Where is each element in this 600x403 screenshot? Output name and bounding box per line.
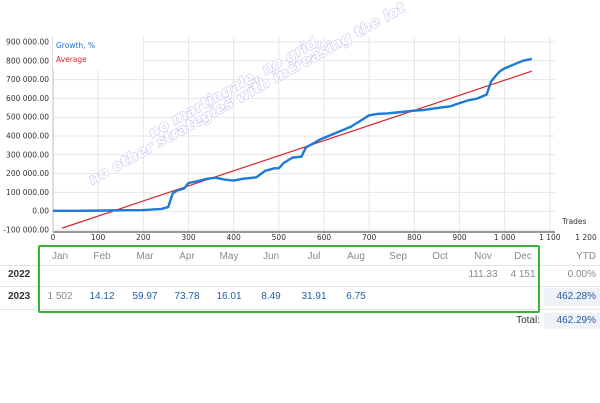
month-header-mar: Mar [136, 251, 154, 262]
month-value: 31.91 [301, 291, 327, 302]
month-value: 111.33 [468, 269, 498, 280]
month-value: 14.12 [89, 291, 115, 302]
y-tick-label: 900 000.00 [6, 38, 49, 47]
year-label: 2023 [8, 291, 31, 302]
y-tick-label: 400 000.00 [6, 132, 49, 141]
month-header-sep: Sep [389, 251, 407, 262]
month-header-jan: Jan [51, 251, 69, 262]
month-value: 16.01 [216, 291, 242, 302]
x-tick-label: 300 [181, 233, 196, 242]
x-tick-label: 600 [317, 233, 332, 242]
x-tick-label: 900 [452, 233, 467, 242]
month-value: 4 151 [510, 269, 536, 280]
x-tick-label: 800 [407, 233, 422, 242]
x-tick-label: 1 200 [575, 233, 597, 242]
legend-growth: Growth, % [56, 41, 95, 50]
month-header-may: May [219, 251, 239, 262]
x-tick-label: 1 100 [539, 233, 561, 242]
month-header-aug: Aug [347, 251, 365, 262]
table-row-2023: 2023 1 502 14.12 59.97 73.78 16.01 8.49 31.91 6.… [0, 288, 600, 306]
y-tick-label: 200 000.00 [6, 169, 49, 178]
month-header-dec: Dec [514, 251, 532, 262]
chart-series [53, 57, 533, 229]
y-tick-label: 700 000.00 [6, 75, 49, 84]
y-axis-ticks: 900 000.00 800 000.00 700 000.00 600 000.00… [3, 38, 49, 235]
y-tick-label: -100 000.00 [3, 226, 49, 235]
divider [0, 265, 600, 266]
table-header-row: Jan Feb Mar Apr May Jun Jul Aug Sep Oct Nov Dec YTD [0, 251, 600, 265]
month-value: 59.97 [132, 291, 158, 302]
table-row-2022: 2022 111.33 4 151 0.00% [0, 269, 600, 283]
y-tick-label: 0.00 [32, 207, 49, 216]
month-header-jun: Jun [262, 251, 280, 262]
x-tick-label: 1 000 [494, 233, 516, 242]
y-tick-label: 600 000.00 [6, 94, 49, 103]
x-tick-label: 700 [362, 233, 377, 242]
y-tick-label: 300 000.00 [6, 150, 49, 159]
divider [0, 309, 600, 310]
month-header-oct: Oct [432, 251, 448, 262]
y-tick-label: 800 000.00 [6, 56, 49, 65]
average-line [61, 70, 532, 229]
total-value: 462.29% [544, 313, 600, 329]
month-value: 6.75 [346, 291, 366, 302]
month-header-feb: Feb [93, 251, 111, 262]
total-label: Total: [516, 315, 540, 326]
y-tick-label: 100 000.00 [6, 188, 49, 197]
x-tick-label: 500 [272, 233, 287, 242]
highlight-box [38, 245, 540, 313]
x-tick-label: 400 [227, 233, 242, 242]
ytd-header: YTD [576, 251, 596, 262]
y-tick-label: 500 000.00 [6, 113, 49, 122]
divider [0, 286, 600, 287]
month-header-apr: Apr [179, 251, 195, 262]
legend-average: Average [56, 55, 87, 64]
month-header-jul: Jul [307, 251, 321, 262]
x-tick-label: 200 [136, 233, 151, 242]
month-value: 1 502 [47, 291, 73, 302]
x-axis-ticks: 0 100 200 300 400 500 600 700 800 900 1 000 1 100 1 … [51, 233, 597, 242]
year-label: 2022 [8, 269, 31, 280]
ytd-value: 462.28% [544, 288, 600, 306]
month-value: 73.78 [174, 291, 200, 302]
ytd-value: 0.00% [567, 269, 596, 280]
month-value: 8.49 [261, 291, 281, 302]
month-header-nov: Nov [474, 251, 492, 262]
x-tick-label: 100 [91, 233, 106, 242]
x-axis-label: Trades [561, 217, 587, 226]
total-row: Total: 462.29% [0, 313, 600, 329]
watermark-line2: no other strategies with increasing the … [85, 0, 409, 188]
growth-line [53, 57, 533, 213]
x-tick-label: 0 [51, 233, 56, 242]
legend-box [53, 36, 143, 70]
returns-table: Jan Feb Mar Apr May Jun Jul Aug Sep Oct Nov Dec YTD … [0, 245, 600, 403]
growth-chart: 900 000.00 800 000.00 700 000.00 600 000.00… [3, 0, 597, 242]
